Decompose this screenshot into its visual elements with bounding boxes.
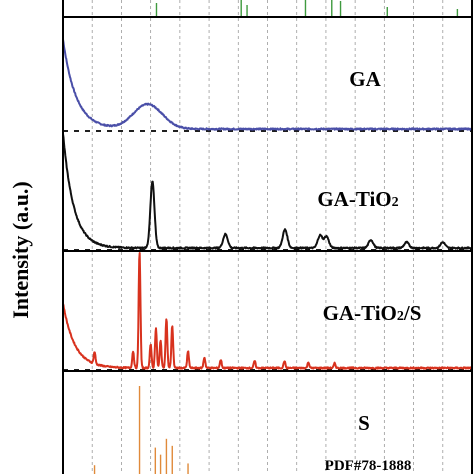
- label-ga-tio2-s: GA-TiO2/S: [323, 301, 422, 325]
- panel-labels: GA GA-TiO2 GA-TiO2/S S PDF#78-1888: [317, 67, 421, 474]
- curve-ga-tio2: [62, 133, 473, 250]
- label-ga: GA: [349, 67, 381, 91]
- diffraction-curves: [62, 0, 473, 474]
- label-ga-tio2: GA-TiO2: [317, 187, 398, 211]
- vertical-gridlines: [91, 0, 444, 474]
- plot-frame: [62, 0, 473, 474]
- label-s: S: [358, 411, 370, 435]
- label-pdf: PDF#78-1888: [325, 458, 412, 474]
- y-axis-label: Intensity (a.u.): [8, 181, 33, 319]
- curve-ga: [62, 39, 473, 131]
- curve-ga-tio2-s: [62, 252, 473, 370]
- panel-borders: [63, 16, 472, 372]
